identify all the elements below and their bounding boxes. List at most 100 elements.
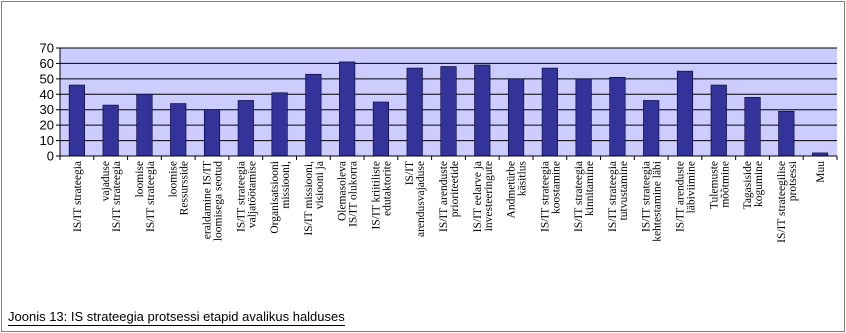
bar xyxy=(440,66,457,157)
x-tick-label: IS/IT arenduste prioriteetide xyxy=(438,161,461,232)
x-tick-label-line: Tagasiside xyxy=(742,161,754,209)
y-tick-label: 0 xyxy=(47,149,54,164)
x-tick-label-line: käsitlus xyxy=(517,160,529,196)
x-tick-label-line: Tulemuste xyxy=(708,161,720,209)
x-tick-label-line: Olemasoleva xyxy=(337,161,349,221)
bar xyxy=(203,109,221,157)
bar xyxy=(237,100,254,157)
x-tick-label: Organisatsiooni missiooni, xyxy=(269,161,292,234)
x-tick-label-line: loomise xyxy=(168,161,180,197)
x-tick-label-line: kehtestamine läbi xyxy=(652,161,664,242)
x-tick-label: IS/IT strateegilise protsessi xyxy=(776,161,799,243)
bar xyxy=(507,78,525,157)
x-tick-label: IS/IT strateegia xyxy=(72,161,84,232)
figure-caption: Joonis 13: IS strateegia protsessi etapi… xyxy=(8,309,345,326)
x-tick-label: IS/IT eelarve ja investeeringute xyxy=(472,161,495,232)
x-tick-label-line: kinnitamine xyxy=(584,161,596,216)
x-tick-label: Tagasiside kogumine xyxy=(742,161,765,209)
bar xyxy=(643,100,660,157)
bar xyxy=(710,84,727,157)
x-tick-label: eraldamine IS/IT loomisega seotud xyxy=(202,161,225,241)
x-tick-label-line: Organisatsiooni xyxy=(269,161,281,234)
x-tick-label: IS/IT strateegia valjatöötamise xyxy=(235,161,258,232)
bar xyxy=(271,92,288,157)
x-tick-label: loomise IS/IT strateegia xyxy=(134,161,157,232)
x-tick-label-line: arendusvajaduse xyxy=(415,161,427,237)
x-tick-label: vajaduse IS/IT strateegia xyxy=(100,161,123,232)
x-tick-label: Muu xyxy=(815,161,827,183)
x-tick-label-line: visiooni ja xyxy=(314,161,326,209)
x-tick-label: loomise Ressursside xyxy=(168,161,191,215)
x-tick-label-line: Andmetürbe xyxy=(506,161,518,218)
bar xyxy=(778,110,795,157)
x-tick-label: IS/IT arendusvajaduse xyxy=(404,161,427,237)
x-tick-label-line: koostamine xyxy=(550,161,562,214)
x-tick-label-line: vajaduse xyxy=(100,161,112,201)
x-tick-label-line: investeeringute xyxy=(483,161,495,231)
x-tick-label-line: Muu xyxy=(815,161,827,183)
bar xyxy=(372,101,390,157)
x-tick-label-line: IS/IT olukorra xyxy=(348,161,360,227)
x-tick-label-line: edutaktorite xyxy=(381,161,393,216)
x-tick-label: IS/IT strateegia kinnitamine xyxy=(573,161,596,232)
x-tick-label-line: prioriteetide xyxy=(449,161,461,217)
bar xyxy=(744,97,761,157)
bar xyxy=(170,103,187,157)
x-tick-label-line: Ressursside xyxy=(179,161,191,215)
x-tick-label-line: protsessi xyxy=(787,161,799,201)
x-tick-label: Olemasoleva IS/IT olukorra xyxy=(337,161,360,227)
x-tick-label-line: läbiviimine xyxy=(685,161,697,213)
x-tick-label: Andmetürbe käsitlus xyxy=(506,160,529,218)
x-tick-label-line: IS/IT strateegia xyxy=(573,161,585,232)
x-tick-label-line: loomisega seotud xyxy=(213,161,225,241)
x-tick-label: IS/IT arenduste läbiviimine xyxy=(674,161,697,232)
x-tick-label-line: valjatöötamise xyxy=(246,161,258,228)
bar xyxy=(102,104,119,157)
x-tick-labels: IS/IT strateegia vajaduse IS/IT strateegia… xyxy=(59,156,838,243)
x-tick-label-line: IS/IT strateegia xyxy=(539,161,551,232)
y-tick-label: 50 xyxy=(40,71,54,86)
bar xyxy=(339,61,356,157)
x-tick-label: IS/IT missiooni, visiooni ja xyxy=(303,161,326,236)
x-tick-label: IS/IT kriitiliste edutaktorite xyxy=(370,161,393,229)
bar xyxy=(609,77,626,157)
x-tick-label-line: IS/IT strateegia xyxy=(111,161,123,232)
y-tick-label: 60 xyxy=(40,56,54,71)
x-tick-label-line: IS/IT strateegia xyxy=(235,161,247,232)
y-tick-label: 30 xyxy=(40,102,54,117)
bar xyxy=(676,70,694,157)
x-tick-label-line: IS/IT eelarve ja xyxy=(472,161,484,232)
x-tick-label: IS/IT strateegia kehtestamine läbi xyxy=(641,161,664,242)
bar xyxy=(474,64,491,157)
bar xyxy=(575,78,592,157)
y-tick-label: 70 xyxy=(40,41,54,56)
x-tick-label-line: kogumine xyxy=(753,161,765,207)
x-tick-label-line: IS/IT strateegilise xyxy=(776,161,788,243)
y-tick-label: 20 xyxy=(40,118,54,133)
x-tick-label-line: IS/IT xyxy=(404,161,416,185)
x-tick-label-line: IS/IT arenduste xyxy=(438,161,450,232)
x-tick-label-line: missiooni, xyxy=(280,161,292,209)
y-tick-label: 10 xyxy=(40,133,54,148)
x-tick-label-line: IS/IT strateegia xyxy=(145,161,157,232)
x-tick-label-line: IS/IT strateegia xyxy=(641,161,653,232)
x-tick-label-line: IS/IT missiooni, xyxy=(303,161,315,236)
bar xyxy=(68,84,85,157)
bar xyxy=(305,73,322,157)
x-tick-label-line: IS/IT strateegia xyxy=(607,161,619,232)
y-tick-label: 40 xyxy=(40,87,54,102)
bar xyxy=(136,93,153,157)
x-tick-label: Tulemuste mõõtmine xyxy=(708,161,731,209)
x-tick-label-line: IS/IT strateegia xyxy=(72,161,84,232)
x-tick-label: IS/IT strateegia tutvustamine xyxy=(607,161,630,232)
x-tick-label-line: tutvustamine xyxy=(618,161,630,220)
x-tick-label-line: loomise xyxy=(134,161,146,197)
bar xyxy=(406,67,423,157)
bars xyxy=(68,61,829,157)
x-tick-label: IS/IT strateegia koostamine xyxy=(539,161,562,232)
x-tick-label-line: mõõtmine xyxy=(719,161,731,208)
bar xyxy=(541,67,558,157)
